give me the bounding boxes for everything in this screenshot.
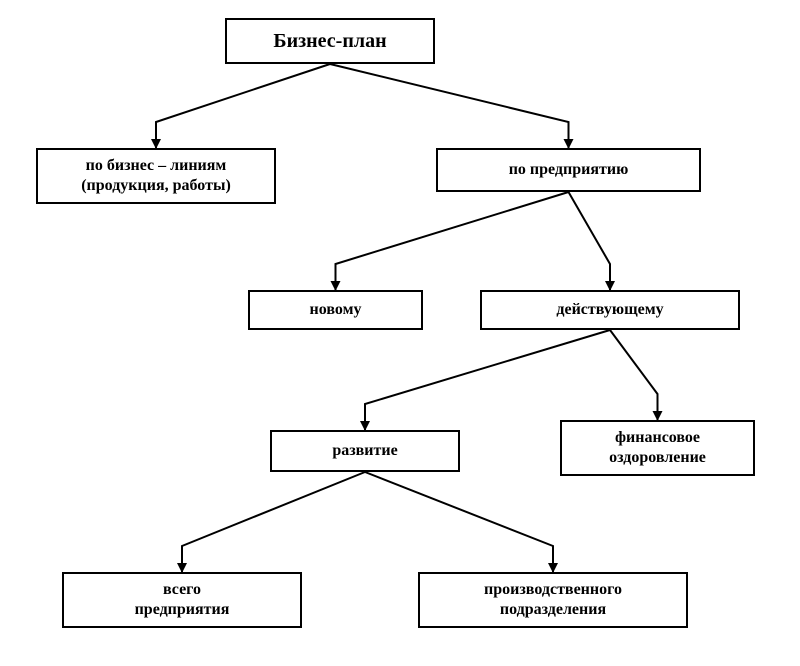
- node-existing: действующему: [480, 290, 740, 330]
- node-lines: по бизнес – линиям (продукция, работы): [36, 148, 276, 204]
- edge-root-to-enterprise: [330, 64, 569, 148]
- node-development: развитие: [270, 430, 460, 472]
- node-label-root: Бизнес-план: [273, 29, 386, 54]
- node-fin_health: финансовое оздоровление: [560, 420, 755, 476]
- edge-development-to-prod_unit: [365, 472, 553, 572]
- node-label-whole_enterprise: всего предприятия: [135, 580, 230, 620]
- node-label-fin_health: финансовое оздоровление: [609, 428, 706, 468]
- node-root: Бизнес-план: [225, 18, 435, 64]
- node-label-lines: по бизнес – линиям (продукция, работы): [81, 156, 231, 196]
- edge-enterprise-to-existing: [569, 192, 611, 290]
- node-label-existing: действующему: [556, 300, 663, 320]
- edge-development-to-whole_enterprise: [182, 472, 365, 572]
- node-whole_enterprise: всего предприятия: [62, 572, 302, 628]
- node-prod_unit: производственного подразделения: [418, 572, 688, 628]
- edge-existing-to-fin_health: [610, 330, 658, 420]
- diagram-edges: [0, 0, 800, 666]
- node-enterprise: по предприятию: [436, 148, 701, 192]
- node-label-development: развитие: [332, 441, 397, 461]
- edge-existing-to-development: [365, 330, 610, 430]
- edge-enterprise-to-new: [336, 192, 569, 290]
- edge-root-to-lines: [156, 64, 330, 148]
- node-label-enterprise: по предприятию: [509, 160, 629, 180]
- node-new: новому: [248, 290, 423, 330]
- node-label-prod_unit: производственного подразделения: [484, 580, 622, 620]
- diagram-canvas: Бизнес-план по бизнес – линиям (продукция…: [0, 0, 800, 666]
- node-label-new: новому: [310, 300, 362, 320]
